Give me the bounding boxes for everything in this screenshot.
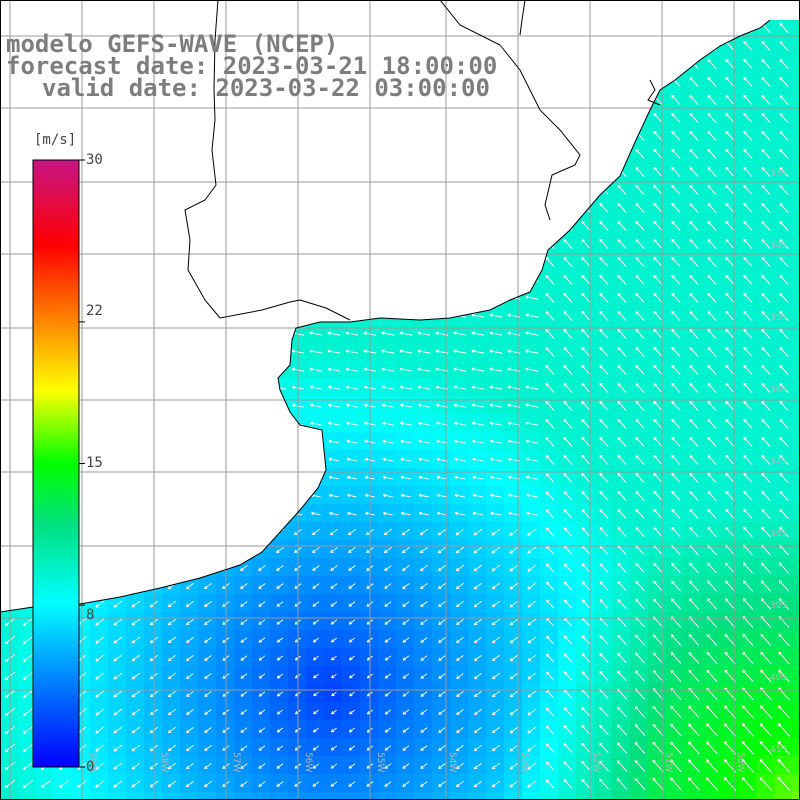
longitude-label: 59W: [87, 752, 97, 772]
title-forecast-date: forecast date: 2023-03-21 18:00:00: [6, 52, 498, 80]
colorbar-tick-22: 22: [86, 303, 103, 319]
latitude-label: 34S: [770, 241, 787, 251]
longitude-label: 56W: [303, 752, 313, 772]
longitude-label: 53W: [519, 752, 529, 772]
longitude-label: 51W: [663, 752, 673, 772]
longitude-label: 54W: [447, 752, 457, 772]
title-valid-date: valid date: 2023-03-22 03:00:00: [42, 74, 490, 102]
longitude-label: 58W: [159, 752, 169, 772]
latitude-label: 40S: [770, 673, 787, 683]
colorbar-unit: [m/s]: [34, 132, 77, 148]
grid-labels: 59W 58W 57W 56W 55W 54W 53W 52W 51W 50W 33S 34S 35S 3…: [87, 169, 787, 772]
latitude-label: 38S: [770, 529, 787, 539]
colorbar-tick-30: 30: [86, 152, 103, 168]
coastline: [0, 0, 771, 613]
longitude-label: 50W: [735, 752, 745, 772]
colorbar-tick-15: 15: [86, 455, 103, 471]
longitude-label: 57W: [231, 752, 241, 772]
latitude-label: 35S: [770, 313, 787, 323]
latitude-label: 33S: [770, 169, 787, 179]
colorbar-ticks: [79, 159, 85, 768]
latitude-label: 37S: [770, 457, 787, 467]
latitude-label: 39S: [770, 601, 787, 611]
colorbar-tick-8: 8: [86, 607, 95, 623]
title-model: modelo GEFS-WAVE (NCEP): [6, 30, 339, 58]
longitude-label: 55W: [375, 752, 385, 772]
colorbar: [32, 159, 80, 768]
colorbar-tick-0: 0: [86, 759, 95, 775]
latitude-label: 36S: [770, 385, 787, 395]
longitude-label: 52W: [591, 752, 601, 772]
latitude-label: 41S: [770, 745, 787, 755]
